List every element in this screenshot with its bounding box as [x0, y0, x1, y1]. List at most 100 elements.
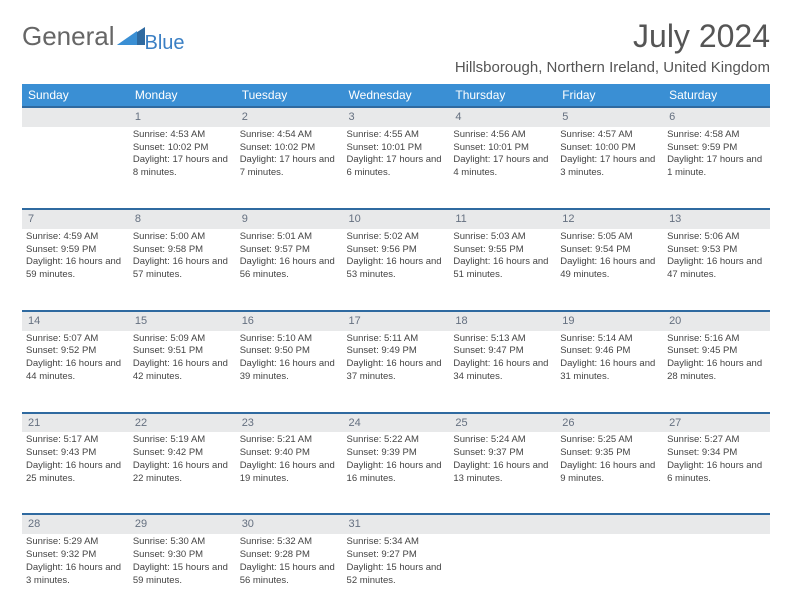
day-number — [449, 514, 556, 534]
sunrise-text: Sunrise: 5:16 AM — [667, 333, 766, 346]
sunset-text: Sunset: 9:40 PM — [240, 447, 339, 460]
sunset-text: Sunset: 9:27 PM — [347, 549, 446, 562]
daylight-text: Daylight: 16 hours and 13 minutes. — [453, 460, 552, 486]
day-number: 14 — [22, 311, 129, 331]
col-thursday: Thursday — [449, 84, 556, 107]
sunrise-text: Sunrise: 5:09 AM — [133, 333, 232, 346]
day-number: 25 — [449, 413, 556, 433]
col-wednesday: Wednesday — [343, 84, 450, 107]
day-number: 6 — [663, 107, 770, 127]
day-cell: Sunrise: 5:09 AMSunset: 9:51 PMDaylight:… — [129, 331, 236, 413]
logo-text-blue: Blue — [145, 32, 185, 55]
sunrise-text: Sunrise: 5:21 AM — [240, 434, 339, 447]
day-number — [556, 514, 663, 534]
sunset-text: Sunset: 9:28 PM — [240, 549, 339, 562]
sunrise-text: Sunrise: 4:58 AM — [667, 129, 766, 142]
sunrise-text: Sunrise: 5:19 AM — [133, 434, 232, 447]
daynum-row: 14151617181920 — [22, 311, 770, 331]
day-number: 8 — [129, 209, 236, 229]
day-content-row: Sunrise: 4:59 AMSunset: 9:59 PMDaylight:… — [22, 229, 770, 311]
daynum-row: 28293031 — [22, 514, 770, 534]
sunset-text: Sunset: 9:39 PM — [347, 447, 446, 460]
sunset-text: Sunset: 9:35 PM — [560, 447, 659, 460]
day-number: 2 — [236, 107, 343, 127]
day-cell: Sunrise: 4:53 AMSunset: 10:02 PMDaylight… — [129, 127, 236, 209]
sunrise-text: Sunrise: 5:06 AM — [667, 231, 766, 244]
day-cell: Sunrise: 5:07 AMSunset: 9:52 PMDaylight:… — [22, 331, 129, 413]
daynum-row: 78910111213 — [22, 209, 770, 229]
daylight-text: Daylight: 16 hours and 59 minutes. — [26, 256, 125, 282]
daylight-text: Daylight: 16 hours and 44 minutes. — [26, 358, 125, 384]
sunset-text: Sunset: 9:43 PM — [26, 447, 125, 460]
day-header-row: Sunday Monday Tuesday Wednesday Thursday… — [22, 84, 770, 107]
day-number: 9 — [236, 209, 343, 229]
daylight-text: Daylight: 16 hours and 51 minutes. — [453, 256, 552, 282]
day-number: 3 — [343, 107, 450, 127]
sunrise-text: Sunrise: 4:59 AM — [26, 231, 125, 244]
sunset-text: Sunset: 9:46 PM — [560, 345, 659, 358]
sunrise-text: Sunrise: 4:53 AM — [133, 129, 232, 142]
sunset-text: Sunset: 10:01 PM — [347, 142, 446, 155]
col-sunday: Sunday — [22, 84, 129, 107]
sunrise-text: Sunrise: 4:54 AM — [240, 129, 339, 142]
day-number: 23 — [236, 413, 343, 433]
day-cell: Sunrise: 5:29 AMSunset: 9:32 PMDaylight:… — [22, 534, 129, 616]
day-cell — [556, 534, 663, 616]
sunset-text: Sunset: 9:45 PM — [667, 345, 766, 358]
logo-triangle-icon — [117, 21, 145, 52]
col-friday: Friday — [556, 84, 663, 107]
daylight-text: Daylight: 16 hours and 49 minutes. — [560, 256, 659, 282]
day-number: 12 — [556, 209, 663, 229]
day-number: 24 — [343, 413, 450, 433]
daylight-text: Daylight: 15 hours and 56 minutes. — [240, 562, 339, 588]
day-number: 26 — [556, 413, 663, 433]
daylight-text: Daylight: 16 hours and 57 minutes. — [133, 256, 232, 282]
day-cell: Sunrise: 4:57 AMSunset: 10:00 PMDaylight… — [556, 127, 663, 209]
day-cell: Sunrise: 5:21 AMSunset: 9:40 PMDaylight:… — [236, 432, 343, 514]
daylight-text: Daylight: 16 hours and 56 minutes. — [240, 256, 339, 282]
day-cell: Sunrise: 4:59 AMSunset: 9:59 PMDaylight:… — [22, 229, 129, 311]
daylight-text: Daylight: 16 hours and 37 minutes. — [347, 358, 446, 384]
sunrise-text: Sunrise: 5:30 AM — [133, 536, 232, 549]
day-content-row: Sunrise: 5:07 AMSunset: 9:52 PMDaylight:… — [22, 331, 770, 413]
day-number: 29 — [129, 514, 236, 534]
sunrise-text: Sunrise: 5:02 AM — [347, 231, 446, 244]
day-number: 5 — [556, 107, 663, 127]
day-cell: Sunrise: 5:19 AMSunset: 9:42 PMDaylight:… — [129, 432, 236, 514]
day-number: 13 — [663, 209, 770, 229]
daylight-text: Daylight: 15 hours and 59 minutes. — [133, 562, 232, 588]
col-saturday: Saturday — [663, 84, 770, 107]
sunrise-text: Sunrise: 5:10 AM — [240, 333, 339, 346]
day-cell: Sunrise: 5:22 AMSunset: 9:39 PMDaylight:… — [343, 432, 450, 514]
sunset-text: Sunset: 9:58 PM — [133, 244, 232, 257]
header: General Blue July 2024 Hillsborough, Nor… — [22, 18, 770, 76]
sunrise-text: Sunrise: 5:07 AM — [26, 333, 125, 346]
day-cell: Sunrise: 5:02 AMSunset: 9:56 PMDaylight:… — [343, 229, 450, 311]
sunset-text: Sunset: 10:00 PM — [560, 142, 659, 155]
daylight-text: Daylight: 16 hours and 3 minutes. — [26, 562, 125, 588]
day-number: 30 — [236, 514, 343, 534]
day-number: 20 — [663, 311, 770, 331]
day-cell: Sunrise: 5:34 AMSunset: 9:27 PMDaylight:… — [343, 534, 450, 616]
page-title: July 2024 — [455, 18, 770, 55]
day-cell: Sunrise: 5:10 AMSunset: 9:50 PMDaylight:… — [236, 331, 343, 413]
day-content-row: Sunrise: 4:53 AMSunset: 10:02 PMDaylight… — [22, 127, 770, 209]
sunset-text: Sunset: 9:57 PM — [240, 244, 339, 257]
day-number: 7 — [22, 209, 129, 229]
sunset-text: Sunset: 9:32 PM — [26, 549, 125, 562]
day-number: 19 — [556, 311, 663, 331]
sunrise-text: Sunrise: 5:32 AM — [240, 536, 339, 549]
daylight-text: Daylight: 16 hours and 6 minutes. — [667, 460, 766, 486]
day-number: 4 — [449, 107, 556, 127]
sunrise-text: Sunrise: 5:34 AM — [347, 536, 446, 549]
day-number: 28 — [22, 514, 129, 534]
daylight-text: Daylight: 17 hours and 4 minutes. — [453, 154, 552, 180]
day-cell: Sunrise: 5:00 AMSunset: 9:58 PMDaylight:… — [129, 229, 236, 311]
daylight-text: Daylight: 17 hours and 6 minutes. — [347, 154, 446, 180]
day-number: 10 — [343, 209, 450, 229]
sunset-text: Sunset: 9:34 PM — [667, 447, 766, 460]
day-cell: Sunrise: 5:25 AMSunset: 9:35 PMDaylight:… — [556, 432, 663, 514]
daylight-text: Daylight: 16 hours and 16 minutes. — [347, 460, 446, 486]
day-cell: Sunrise: 5:11 AMSunset: 9:49 PMDaylight:… — [343, 331, 450, 413]
day-number: 1 — [129, 107, 236, 127]
